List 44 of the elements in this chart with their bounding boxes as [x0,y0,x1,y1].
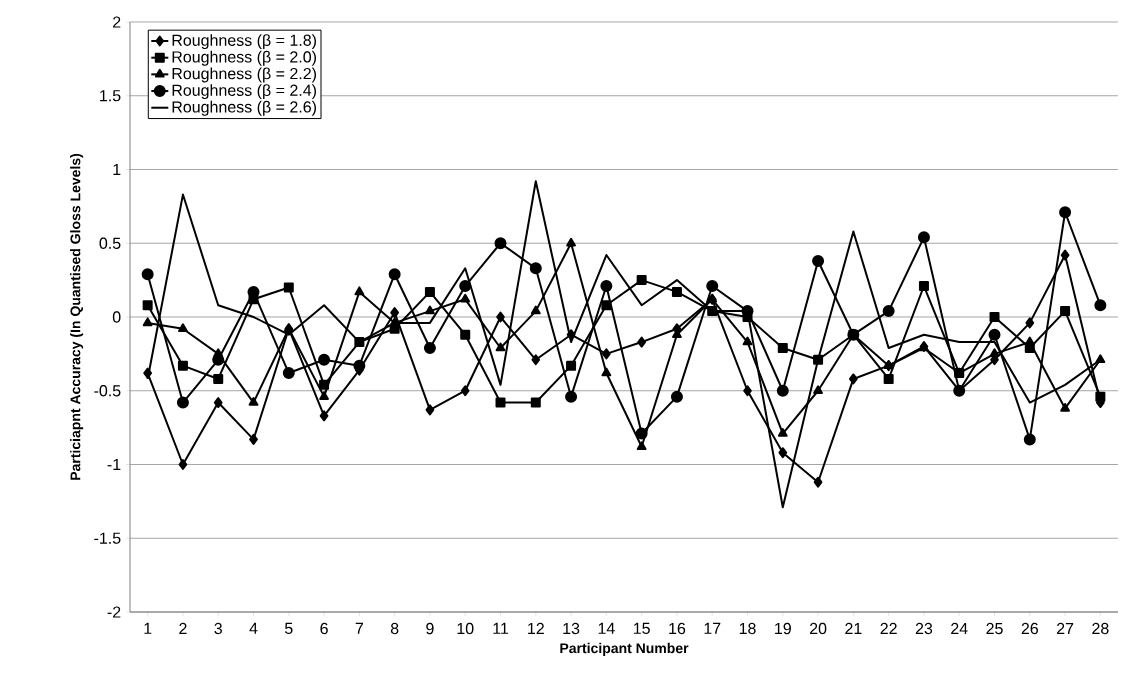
x-tick-label: 28 [1092,622,1109,635]
y-tick-label: 1 [113,163,121,175]
x-tick-label: 18 [739,622,756,635]
y-tick-label: 0.5 [99,237,121,249]
y-tick-label: 0 [112,311,121,323]
x-tick-label: 15 [633,622,650,635]
legend-label: Roughness (β = 2.0) [172,50,316,66]
x-tick-label: 12 [528,622,544,635]
x-axis-title: Participant Number [560,642,689,656]
y-tick-label: 1.5 [100,90,121,102]
y-tick-label: -2 [107,606,121,618]
x-tick-label: 4 [249,622,258,634]
legend-label: Roughness (β = 2.6) [172,100,316,116]
x-tick-label: 22 [880,622,897,635]
x-tick-label: 10 [457,622,474,635]
x-tick-label: 7 [355,622,363,634]
x-tick-label: 16 [669,622,686,635]
x-tick-label: 13 [563,622,580,635]
x-tick-label: 5 [284,622,293,635]
y-tick-label: -1.5 [94,532,121,544]
x-tick-label: 1 [144,622,152,634]
x-tick-label: 27 [1056,622,1074,635]
y-tick-label: -0.5 [94,385,121,397]
legend-label: Roughness (β = 2.4) [172,84,316,100]
y-axis-title: Particiapnt Accuracy (In Quantised Gloss Levels) [70,153,84,480]
y-tick-label: 2 [113,16,121,28]
x-tick-label: 8 [390,622,399,635]
x-tick-label: 2 [179,622,187,635]
x-tick-label: 17 [704,622,721,634]
x-tick-label: 9 [426,622,434,635]
x-tick-label: 26 [1021,622,1038,635]
legend-label: Roughness (β = 2.2) [172,67,316,83]
x-tick-label: 23 [915,622,933,635]
x-tick-label: 19 [775,622,791,635]
x-tick-label: 21 [845,622,862,635]
y-tick-label: -1 [107,458,121,470]
x-tick-label: 24 [951,622,968,635]
x-tick-label: 3 [214,622,222,635]
x-tick-label: 25 [986,622,1003,635]
x-tick-label: 6 [320,622,328,635]
legend-label: Roughness (β = 1.8) [172,34,316,50]
x-tick-label: 20 [809,622,827,635]
x-tick-label: 11 [493,622,509,634]
x-tick-label: 14 [598,622,615,634]
